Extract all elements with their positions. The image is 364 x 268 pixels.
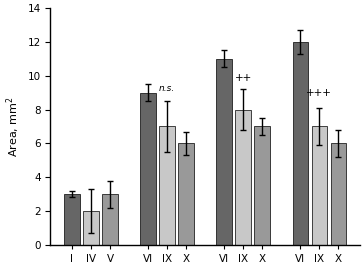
Bar [64,194,80,245]
Bar [141,93,156,245]
Bar [178,143,194,245]
Bar [83,211,99,245]
Bar [159,126,175,245]
Bar [254,126,270,245]
Text: ++: ++ [234,73,252,83]
Y-axis label: Area, mm$^2$: Area, mm$^2$ [4,96,22,157]
Bar [236,110,251,245]
Bar [293,42,308,245]
Bar [331,143,346,245]
Text: +++: +++ [306,88,332,98]
Bar [102,194,118,245]
Bar [312,126,327,245]
Bar [217,59,232,245]
Text: n.s.: n.s. [159,84,175,93]
